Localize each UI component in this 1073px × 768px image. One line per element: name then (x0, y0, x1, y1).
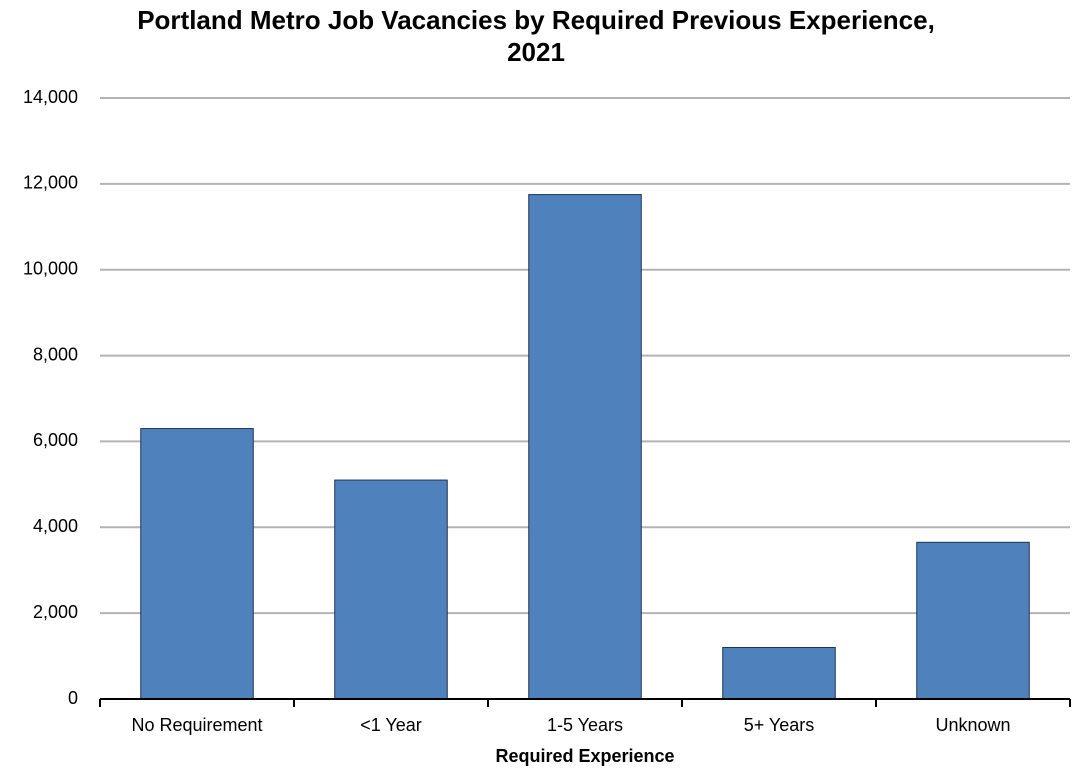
y-tick-label: 4,000 (33, 516, 78, 536)
bar (334, 479, 448, 700)
bar (916, 541, 1030, 700)
y-tick-label: 12,000 (23, 173, 78, 193)
chart-title: Portland Metro Job Vacancies by Required… (137, 5, 935, 67)
x-tick-label: <1 Year (360, 715, 422, 735)
y-tick-label: 14,000 (23, 87, 78, 107)
y-tick-label: 8,000 (33, 344, 78, 364)
y-tick-label: 2,000 (33, 602, 78, 622)
bar (722, 646, 836, 700)
x-axis-title: Required Experience (495, 746, 674, 766)
bar (140, 428, 254, 700)
bar (528, 194, 642, 700)
x-tick-label: 5+ Years (744, 715, 815, 735)
y-tick-label: 6,000 (33, 430, 78, 450)
y-tick-label: 10,000 (23, 258, 78, 278)
x-tick-label: No Requirement (131, 715, 262, 735)
x-tick-label: 1-5 Years (547, 715, 623, 735)
y-tick-label: 0 (68, 688, 78, 708)
x-tick-label: Unknown (935, 715, 1010, 735)
